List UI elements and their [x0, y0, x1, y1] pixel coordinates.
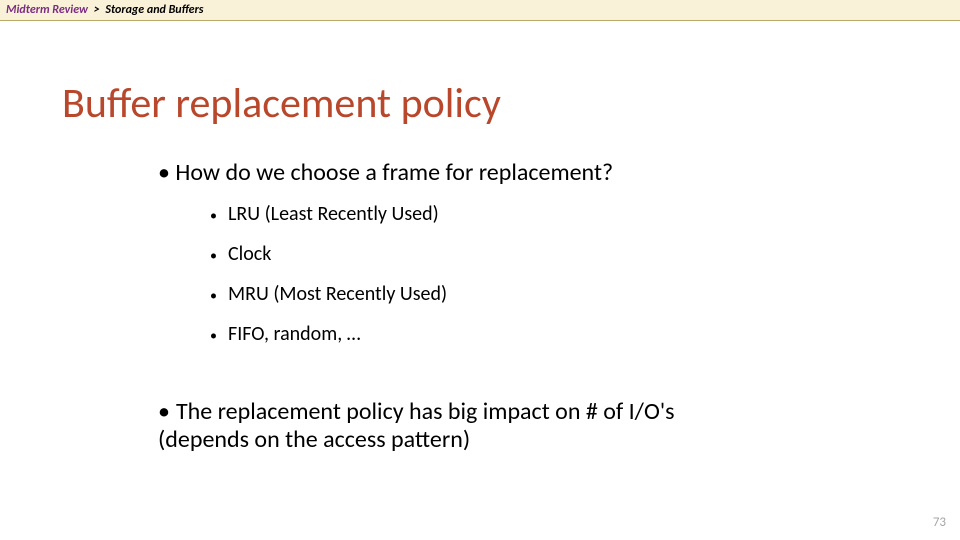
list-item: •MRU (Most Recently Used)	[210, 282, 447, 306]
bullet-dot-icon: •	[210, 326, 228, 346]
page-number: 73	[933, 515, 946, 530]
list-item-label: FIFO, random, …	[228, 322, 361, 346]
bullet-dot-icon: •	[210, 206, 228, 226]
list-item: •LRU (Least Recently Used)	[210, 202, 447, 226]
bullet-dot-icon: •	[210, 286, 228, 306]
policy-list: •LRU (Least Recently Used)•Clock•MRU (Mo…	[210, 202, 447, 362]
question-bullet: How do we choose a frame for replacement…	[158, 158, 613, 187]
impact-text: The replacement policy has big impact on…	[158, 397, 675, 454]
list-item: •FIFO, random, …	[210, 322, 447, 346]
impact-bullet: • The replacement policy has big impact …	[158, 398, 748, 453]
page-title: Buffer replacement policy	[62, 78, 501, 129]
list-item-label: Clock	[228, 242, 271, 266]
breadcrumb-separator: >	[94, 3, 100, 17]
list-item: •Clock	[210, 242, 447, 266]
breadcrumb-current: Storage and Buffers	[105, 3, 203, 17]
list-item-label: LRU (Least Recently Used)	[228, 202, 439, 226]
breadcrumb-parent: Midterm Review	[6, 3, 88, 17]
bullet-dot-icon: •	[158, 398, 170, 426]
bullet-dot-icon: •	[210, 246, 228, 266]
list-item-label: MRU (Most Recently Used)	[228, 282, 447, 306]
breadcrumb: Midterm Review > Storage and Buffers	[0, 0, 960, 21]
